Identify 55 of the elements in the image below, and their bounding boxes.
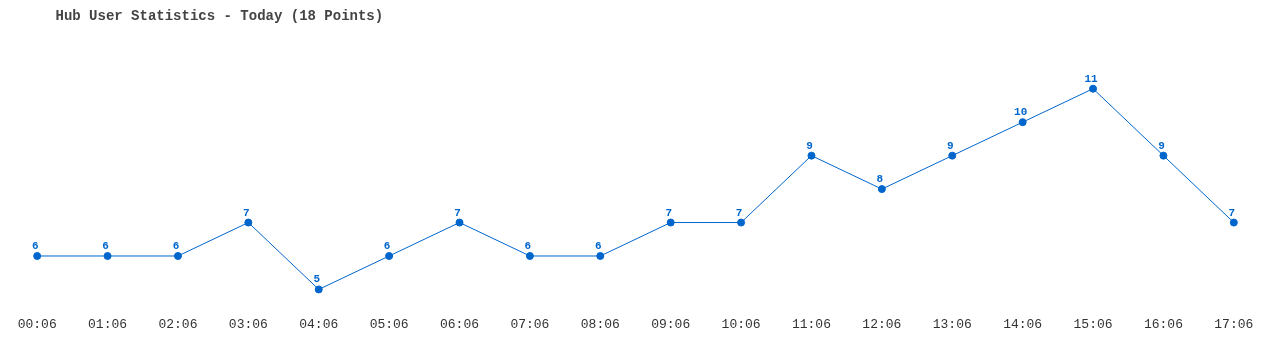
x-tick-label: 01:06	[88, 316, 128, 332]
x-tick-label: 05:06	[369, 316, 409, 332]
point	[455, 218, 464, 227]
point	[596, 251, 605, 260]
x-tick-label: 00:06	[17, 316, 57, 332]
data-label: 6	[102, 239, 109, 252]
x-tick-label: 14:06	[1003, 316, 1043, 332]
data-label: 9	[946, 139, 954, 152]
x-tick-label: 07:06	[510, 316, 550, 332]
point	[33, 251, 42, 260]
point	[807, 151, 816, 160]
data-label: 8	[876, 173, 884, 186]
point	[1018, 118, 1027, 127]
x-tick-label: 17:06	[1214, 316, 1254, 332]
point	[737, 218, 746, 227]
point	[314, 285, 323, 294]
point	[948, 151, 957, 160]
data-label: 6	[383, 239, 391, 252]
x-tick-label: 03:06	[228, 316, 268, 332]
x-tick-label: 12:06	[862, 316, 902, 332]
data-label: 9	[806, 139, 813, 152]
point	[525, 251, 534, 260]
chart-title: Hub User Statistics - Today (18 Points)	[55, 7, 384, 24]
point	[877, 185, 886, 194]
data-label: 5	[313, 273, 321, 286]
data-label: 7	[454, 206, 461, 219]
data-label: 6	[172, 239, 180, 252]
point	[1229, 218, 1238, 227]
data-label: 7	[243, 206, 250, 219]
point	[103, 251, 112, 260]
x-tick-label: 09:06	[651, 316, 691, 332]
point	[173, 251, 182, 260]
data-label: 7	[1228, 206, 1236, 219]
data-label: 6	[595, 239, 602, 252]
data-label: 6	[524, 239, 532, 252]
point	[1089, 84, 1098, 93]
x-tick-label: 11:06	[791, 316, 831, 332]
x-tick-label: 02:06	[158, 316, 198, 332]
x-tick-label: 04:06	[299, 316, 339, 332]
data-label: 6	[31, 239, 39, 252]
data-label: 7	[665, 206, 672, 219]
point	[244, 218, 253, 227]
data-label: 11	[1084, 72, 1099, 85]
x-tick-label: 10:06	[721, 316, 761, 332]
x-tick-label: 08:06	[580, 316, 620, 332]
x-tick-label: 13:06	[932, 316, 972, 332]
point	[385, 251, 394, 260]
x-tick-label: 15:06	[1073, 316, 1113, 332]
data-label: 9	[1158, 139, 1165, 152]
data-label: 7	[735, 206, 743, 219]
data-label: 10	[1014, 106, 1028, 119]
x-tick-label: 06:06	[440, 316, 480, 332]
point	[1159, 151, 1168, 160]
x-tick-label: 16:06	[1143, 316, 1183, 332]
point	[666, 218, 675, 227]
